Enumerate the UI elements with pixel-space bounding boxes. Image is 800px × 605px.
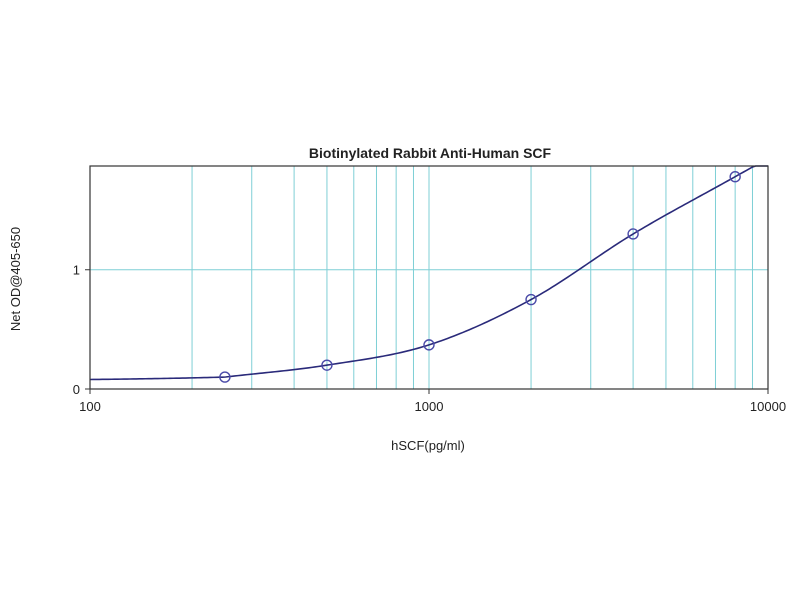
data-points	[219, 171, 741, 383]
x-tick-label: 100	[79, 399, 101, 414]
data-point	[321, 359, 333, 371]
y-tick-label: 0	[73, 382, 80, 397]
data-point	[525, 293, 537, 306]
fit-curve	[89, 165, 768, 381]
data-point	[729, 171, 741, 183]
x-axis-label: hSCF(pg/ml)	[391, 438, 465, 453]
tick-labels: 100 1000 10000 0 1	[73, 263, 786, 414]
x-tick-label: 1000	[415, 399, 444, 414]
x-tick-label: 10000	[750, 399, 786, 414]
data-point	[627, 228, 639, 240]
chart-title: Biotinylated Rabbit Anti-Human SCF	[309, 145, 552, 161]
y-axis-label: Net OD@405-650	[8, 227, 23, 331]
fit-curve-layer	[89, 165, 768, 381]
y-tick-label: 1	[73, 263, 80, 278]
grid	[90, 166, 768, 389]
data-point	[219, 371, 231, 383]
data-point	[423, 339, 435, 351]
